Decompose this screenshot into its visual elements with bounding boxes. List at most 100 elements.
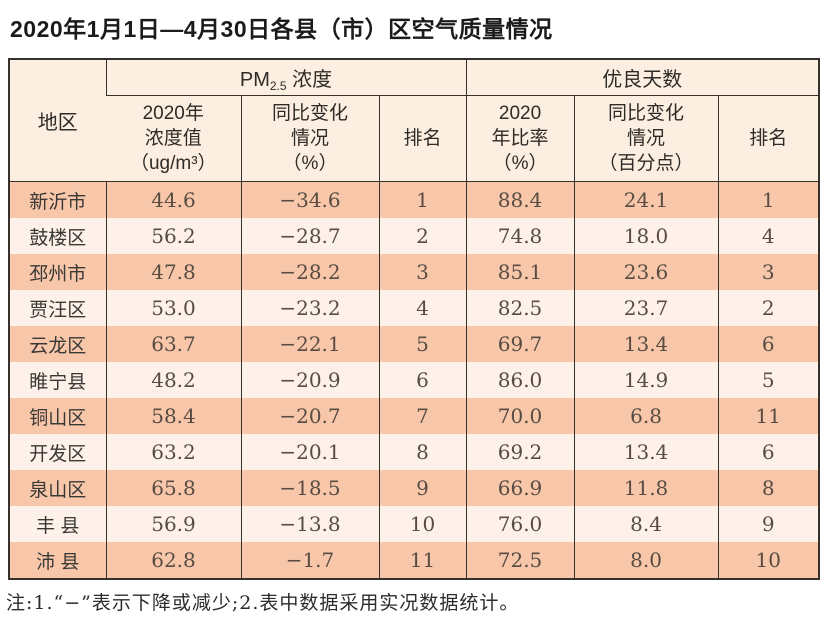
good-rate-cell: 69.2 [465,434,575,470]
pm-value-cell: 56.2 [105,218,241,254]
region-cell: 铜山区 [29,407,87,429]
table-row: 开发区 63.2 −20.1 8 69.2 13.4 6 [9,434,820,470]
pm-change-cell: −22.1 [240,326,379,362]
group-header-row: 地区 PM2.5 浓度 优良天数 [9,59,820,182]
pm-change-cell: −20.7 [240,398,379,434]
good-change-cell: 18.0 [573,218,719,254]
table-row: 睢宁县 48.2 −20.9 6 86.0 14.9 5 [9,362,820,398]
pm-value-cell: 63.7 [105,326,241,362]
good-rank-cell: 6 [717,434,820,470]
good-rank-cell: 4 [717,218,820,254]
good-rank-cell: 6 [717,326,820,362]
good-rate-cell: 82.5 [465,290,575,326]
good-rank-cell: 1 [717,181,820,218]
pm-change-cell: −1.7 [240,542,379,579]
good-rank-cell: 11 [717,398,820,434]
good-rank-cell: 9 [717,506,820,542]
pm25-label-prefix: PM [239,68,270,91]
column-header-region: 地区 [9,59,106,182]
column-header-good-change: 同比变化 情况 （百分点） [573,95,719,182]
pm-change-cell: −34.6 [240,181,379,218]
pm-rank-cell: 8 [378,434,467,470]
good-rank-cell: 2 [717,290,820,326]
pm-rank-cell: 6 [378,362,467,398]
pm-rank-cell: 9 [378,470,467,506]
pm-value-cell: 47.8 [105,254,241,290]
pm-value-cell: 44.6 [105,181,241,218]
region-cell: 云龙区 [29,335,87,357]
good-rate-cell: 85.1 [465,254,575,290]
pm-change-cell: −28.7 [240,218,379,254]
good-rate-cell: 72.5 [465,542,575,579]
table-row: 鼓楼区 56.2 −28.7 2 74.8 18.0 4 [9,218,820,254]
good-rank-cell: 10 [717,542,820,579]
good-change-cell: 14.9 [573,362,719,398]
good-rank-cell: 3 [717,254,820,290]
pm-rank-cell: 1 [378,181,467,218]
column-group-good-days: 优良天数 [465,59,820,96]
good-rate-cell: 66.9 [465,470,575,506]
table-row: 云龙区 63.7 −22.1 5 69.7 13.4 6 [9,326,820,362]
column-group-pm25: PM2.5 浓度 [105,59,467,96]
pm-rank-cell: 4 [378,290,467,326]
pm-change-cell: −20.1 [240,434,379,470]
page-title: 2020年1月1日—4月30日各县（市）区空气质量情况 [10,16,553,42]
good-change-cell: 8.4 [573,506,719,542]
pm-rank-cell: 7 [378,398,467,434]
good-change-cell: 8.0 [573,542,719,579]
pm-value-cell: 53.0 [105,290,241,326]
column-header-good-rate: 2020 年比率 （%） [465,95,575,182]
pm-rank-cell: 2 [378,218,467,254]
region-cell: 睢宁县 [29,371,87,393]
table-row: 邳州市 47.8 −28.2 3 85.1 23.6 3 [9,254,820,290]
good-rate-cell: 70.0 [465,398,575,434]
table-row: 贾汪区 53.0 −23.2 4 82.5 23.7 2 [9,290,820,326]
table-row: 泉山区 65.8 −18.5 9 66.9 11.8 8 [9,470,820,506]
region-cell: 丰 县 [36,515,80,537]
region-cell: 沛 县 [36,551,80,573]
pm-change-cell: −18.5 [240,470,379,506]
column-header-pm-change: 同比变化 情况 （%） [240,95,379,182]
sub-header-row: 2020年 浓度值 （ug/m³） 同比变化 情况 （%） 排名 2020 年比… [9,95,820,182]
footnote: 注:1.“−”表示下降或减少;2.表中数据采用实况数据统计。 [6,592,520,614]
column-header-pm-rank: 排名 [378,95,467,182]
pm-rank-cell: 5 [378,326,467,362]
air-quality-table: 地区 PM2.5 浓度 优良天数 2020年 浓度值 （ug/m³） 同比变化 … [8,58,821,580]
pm-rank-cell: 3 [378,254,467,290]
region-cell: 新沂市 [29,191,87,213]
good-change-cell: 13.4 [573,326,719,362]
region-cell: 贾汪区 [29,299,87,321]
pm-value-cell: 65.8 [105,470,241,506]
good-rank-cell: 8 [717,470,820,506]
region-cell: 邳州市 [29,263,87,285]
pm-value-cell: 48.2 [105,362,241,398]
table-row: 沛 县 62.8 −1.7 11 72.5 8.0 10 [9,542,820,579]
good-change-cell: 23.6 [573,254,719,290]
pm-change-cell: −13.8 [240,506,379,542]
good-rate-cell: 74.8 [465,218,575,254]
pm-change-cell: −20.9 [240,362,379,398]
column-header-good-rank: 排名 [717,95,820,182]
good-rate-cell: 88.4 [465,181,575,218]
good-change-cell: 23.7 [573,290,719,326]
pm-value-cell: 63.2 [105,434,241,470]
good-change-cell: 6.8 [573,398,719,434]
pm25-label-suffix: 浓度 [286,68,333,91]
table-row: 丰 县 56.9 −13.8 10 76.0 8.4 9 [9,506,820,542]
region-cell: 泉山区 [29,479,87,501]
table-header: 地区 PM2.5 浓度 优良天数 2020年 浓度值 （ug/m³） 同比变化 … [9,59,820,182]
pm-rank-cell: 11 [378,542,467,579]
good-change-cell: 13.4 [573,434,719,470]
table-row: 新沂市 44.6 −34.6 1 88.4 24.1 1 [9,181,820,218]
table-body: 新沂市 44.6 −34.6 1 88.4 24.1 1 鼓楼区 56.2 −28.7 2 74.8 1… [9,181,820,579]
region-cell: 鼓楼区 [29,227,87,249]
pm25-label-subscript: 2.5 [269,78,287,93]
good-change-cell: 11.8 [573,470,719,506]
column-header-pm-value: 2020年 浓度值 （ug/m³） [106,95,241,182]
pm-value-cell: 58.4 [105,398,241,434]
pm-value-cell: 56.9 [105,506,241,542]
table-row: 铜山区 58.4 −20.7 7 70.0 6.8 11 [9,398,820,434]
pm-change-cell: −28.2 [240,254,379,290]
good-rate-cell: 76.0 [465,506,575,542]
